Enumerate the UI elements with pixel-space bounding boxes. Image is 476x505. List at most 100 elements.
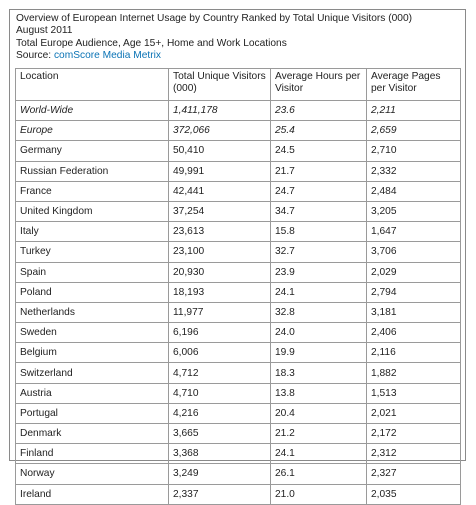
cell-location: Italy bbox=[15, 221, 169, 243]
table-row: Finland 3,368 24.1 2,312 bbox=[15, 443, 461, 465]
table-row: Poland 18,193 24.1 2,794 bbox=[15, 281, 461, 303]
cell-visitors: 20,930 bbox=[168, 261, 271, 283]
table-row: Spain 20,930 23.9 2,029 bbox=[15, 261, 461, 283]
cell-pages: 2,029 bbox=[366, 261, 461, 283]
table-row: Austria 4,710 13.8 1,513 bbox=[15, 382, 461, 404]
cell-location: Russian Federation bbox=[15, 160, 169, 182]
cell-pages: 1,513 bbox=[366, 382, 461, 404]
report-date: August 2011 bbox=[16, 25, 73, 37]
table-row: Portugal 4,216 20.4 2,021 bbox=[15, 402, 461, 425]
cell-hours: 32.8 bbox=[270, 301, 367, 324]
cell-visitors: 4,216 bbox=[168, 402, 271, 425]
cell-location: Turkey bbox=[15, 241, 169, 263]
cell-hours: 32.7 bbox=[270, 241, 367, 263]
cell-location: Ireland bbox=[15, 483, 169, 505]
cell-pages: 2,659 bbox=[366, 120, 461, 142]
cell-pages: 3,205 bbox=[366, 200, 461, 223]
cell-pages: 2,484 bbox=[366, 180, 461, 202]
table-row: Netherlands 11,977 32.8 3,181 bbox=[15, 301, 461, 324]
cell-visitors: 37,254 bbox=[168, 200, 271, 223]
table-row: France 42,441 24.7 2,484 bbox=[15, 180, 461, 202]
cell-pages: 2,794 bbox=[366, 281, 461, 303]
column-header-location: Location bbox=[15, 68, 169, 101]
cell-hours: 21.7 bbox=[270, 160, 367, 182]
cell-visitors: 42,441 bbox=[168, 180, 271, 202]
report-title: Overview of European Internet Usage by C… bbox=[16, 13, 413, 24]
cell-visitors: 4,712 bbox=[168, 362, 271, 384]
cell-pages: 2,021 bbox=[366, 402, 461, 425]
source-link[interactable]: comScore Media Metrix bbox=[53, 50, 161, 62]
report-header: Overview of European Internet Usage by C… bbox=[10, 10, 465, 63]
cell-pages: 2,116 bbox=[366, 342, 461, 364]
cell-hours: 15.8 bbox=[270, 221, 367, 243]
cell-hours: 24.7 bbox=[270, 180, 367, 202]
table-row: World-Wide 1,411,178 23.6 2,211 bbox=[15, 99, 461, 122]
cell-location: Austria bbox=[15, 382, 169, 404]
cell-hours: 21.2 bbox=[270, 422, 367, 445]
cell-visitors: 50,410 bbox=[168, 140, 271, 162]
cell-hours: 24.1 bbox=[270, 281, 367, 303]
cell-hours: 19.9 bbox=[270, 342, 367, 364]
cell-pages: 1,647 bbox=[366, 221, 461, 243]
cell-hours: 34.7 bbox=[270, 200, 367, 223]
cell-hours: 21.0 bbox=[270, 483, 367, 505]
cell-location: France bbox=[15, 180, 169, 202]
cell-visitors: 49,991 bbox=[168, 160, 271, 182]
cell-visitors: 4,710 bbox=[168, 382, 271, 404]
cell-location: Norway bbox=[15, 463, 169, 485]
cell-hours: 24.5 bbox=[270, 140, 367, 162]
cell-hours: 24.0 bbox=[270, 322, 367, 344]
usage-table: Location Total Unique Visitors (000) Ave… bbox=[15, 68, 461, 505]
table-row: Germany 50,410 24.5 2,710 bbox=[15, 140, 461, 162]
table-row: Sweden 6,196 24.0 2,406 bbox=[15, 322, 461, 344]
source-label: Source: bbox=[16, 50, 54, 62]
table-row: Switzerland 4,712 18.3 1,882 bbox=[15, 362, 461, 384]
cell-location: Sweden bbox=[15, 322, 169, 344]
cell-pages: 2,035 bbox=[366, 483, 461, 505]
cell-location: Finland bbox=[15, 443, 169, 465]
cell-location: Portugal bbox=[15, 402, 169, 425]
table-row: Norway 3,249 26.1 2,327 bbox=[15, 463, 461, 485]
report-audience: Total Europe Audience, Age 15+, Home and… bbox=[16, 37, 287, 49]
cell-pages: 3,706 bbox=[366, 241, 461, 263]
cell-visitors: 11,977 bbox=[168, 301, 271, 324]
cell-visitors: 372,066 bbox=[168, 120, 271, 142]
cell-pages: 2,172 bbox=[366, 422, 461, 445]
cell-pages: 2,211 bbox=[366, 99, 461, 122]
cell-location: Netherlands bbox=[15, 301, 169, 324]
cell-location: Europe bbox=[15, 120, 169, 142]
cell-visitors: 6,006 bbox=[168, 342, 271, 364]
report-frame: Overview of European Internet Usage by C… bbox=[9, 9, 466, 505]
table-row: Europe 372,066 25.4 2,659 bbox=[15, 120, 461, 142]
table-row: United Kingdom 37,254 34.7 3,205 bbox=[15, 200, 461, 223]
cell-location: Belgium bbox=[15, 342, 169, 364]
cell-visitors: 23,613 bbox=[168, 221, 271, 243]
cell-visitors: 18,193 bbox=[168, 281, 271, 303]
column-header-visitors: Total Unique Visitors (000) bbox=[168, 68, 271, 101]
cell-location: Poland bbox=[15, 281, 169, 303]
cell-pages: 2,710 bbox=[366, 140, 461, 162]
cell-hours: 20.4 bbox=[270, 402, 367, 425]
cell-pages: 2,406 bbox=[366, 322, 461, 344]
cell-pages: 2,327 bbox=[366, 463, 461, 485]
cell-visitors: 3,665 bbox=[168, 422, 271, 445]
cell-hours: 23.6 bbox=[270, 99, 367, 122]
cell-pages: 3,181 bbox=[366, 301, 461, 324]
table-row: Turkey 23,100 32.7 3,706 bbox=[15, 241, 461, 263]
column-header-hours: Average Hours per Visitor bbox=[270, 68, 367, 101]
cell-hours: 25.4 bbox=[270, 120, 367, 142]
table-row: Ireland 2,337 21.0 2,035 bbox=[15, 483, 461, 505]
table-row: Russian Federation 49,991 21.7 2,332 bbox=[15, 160, 461, 182]
cell-hours: 24.1 bbox=[270, 443, 367, 465]
cell-hours: 26.1 bbox=[270, 463, 367, 485]
cell-location: Switzerland bbox=[15, 362, 169, 384]
cell-visitors: 6,196 bbox=[168, 322, 271, 344]
cell-location: Denmark bbox=[15, 422, 169, 445]
cell-pages: 1,882 bbox=[366, 362, 461, 384]
cell-visitors: 3,249 bbox=[168, 463, 271, 485]
table-row: Denmark 3,665 21.2 2,172 bbox=[15, 422, 461, 445]
column-header-pages: Average Pages per Visitor bbox=[366, 68, 461, 101]
cell-visitors: 23,100 bbox=[168, 241, 271, 263]
report-source: Source: comScore Media Metrix bbox=[16, 50, 459, 62]
cell-hours: 18.3 bbox=[270, 362, 367, 384]
